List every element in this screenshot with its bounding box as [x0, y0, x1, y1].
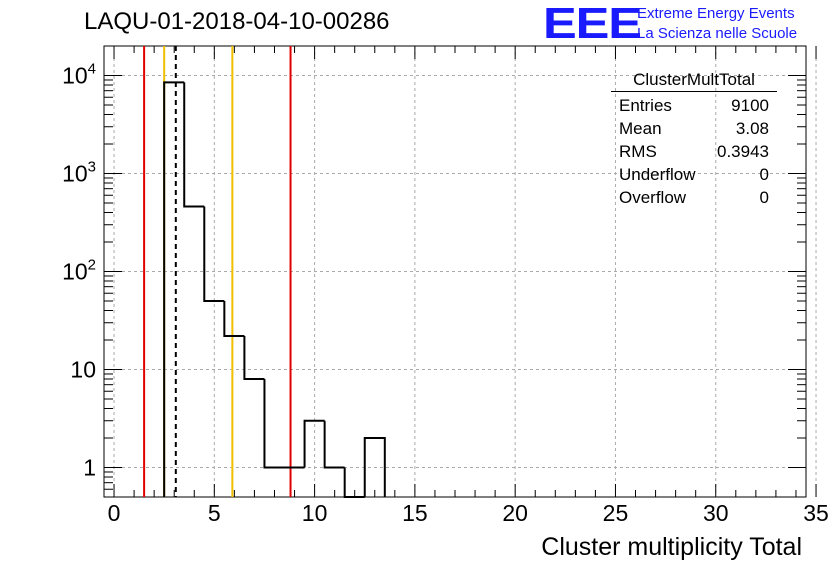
- x-tick-label: 15: [402, 500, 428, 526]
- histogram-bin: [163, 81, 185, 497]
- x-tick-label: 0: [108, 500, 121, 526]
- histogram-bars: [163, 81, 386, 498]
- x-axis-label: Cluster multiplicity Total: [541, 533, 802, 561]
- logo-caption-line2: La Scienza nelle Scuole: [637, 25, 798, 42]
- logo-caption: Extreme Energy Events La Scienza nelle S…: [637, 4, 797, 44]
- eee-logo: EEE: [543, 0, 642, 48]
- histogram-bin: [223, 301, 245, 337]
- x-tick-label: 10: [302, 500, 328, 526]
- y-tick-labels: 1 10 102 103 104: [62, 61, 96, 481]
- histogram-bin: [203, 206, 225, 303]
- stats-label: Entries: [619, 96, 672, 115]
- stats-row-overflow: Overflow 0: [611, 186, 777, 209]
- y-tick-label: 103: [62, 159, 96, 187]
- chart-title: LAQU-01-2018-04-10-00286: [84, 8, 390, 35]
- stats-label: Mean: [619, 119, 662, 138]
- stats-box: ClusterMultTotal Entries 9100 Mean 3.08 …: [611, 70, 777, 209]
- grid-lines: [104, 46, 817, 497]
- histogram-bin: [323, 420, 345, 469]
- stats-label: Overflow: [619, 188, 687, 207]
- stats-row-rms: RMS 0.3943: [611, 140, 777, 163]
- histogram-bin: [243, 335, 265, 380]
- axis-ticks: [104, 45, 817, 497]
- stats-value: 3.08: [735, 119, 769, 138]
- histogram-bin: [343, 467, 365, 498]
- stats-value: 0.3943: [717, 142, 769, 161]
- x-tick-label: 30: [703, 500, 729, 526]
- y-tick-label: 102: [62, 257, 96, 285]
- y-tick-label: 1: [83, 454, 96, 480]
- histogram-bin: [363, 436, 386, 497]
- stats-value: 9100: [731, 96, 769, 115]
- stats-row-entries: Entries 9100: [611, 94, 777, 117]
- histogram-bin: [183, 82, 205, 208]
- stats-box-title: ClusterMultTotal: [611, 70, 777, 92]
- stats-value: 0: [759, 165, 769, 184]
- histogram-bin: [263, 378, 285, 469]
- x-tick-label: 35: [803, 500, 829, 526]
- stats-label: RMS: [619, 142, 657, 161]
- x-tick-labels: 0 5 10 15 20 25 30 35: [108, 500, 829, 526]
- y-tick-label: 10: [70, 356, 96, 382]
- logo-caption-line1: Extreme Energy Events: [637, 5, 795, 22]
- y-tick-label: 104: [62, 61, 96, 89]
- x-tick-label: 5: [208, 500, 221, 526]
- x-tick-label: 20: [502, 500, 528, 526]
- x-tick-label: 25: [603, 500, 629, 526]
- histogram-bin: [303, 419, 325, 468]
- stats-value: 0: [759, 188, 769, 207]
- stats-row-underflow: Underflow 0: [611, 163, 777, 186]
- stats-label: Underflow: [619, 165, 696, 184]
- stats-row-mean: Mean 3.08: [611, 117, 777, 140]
